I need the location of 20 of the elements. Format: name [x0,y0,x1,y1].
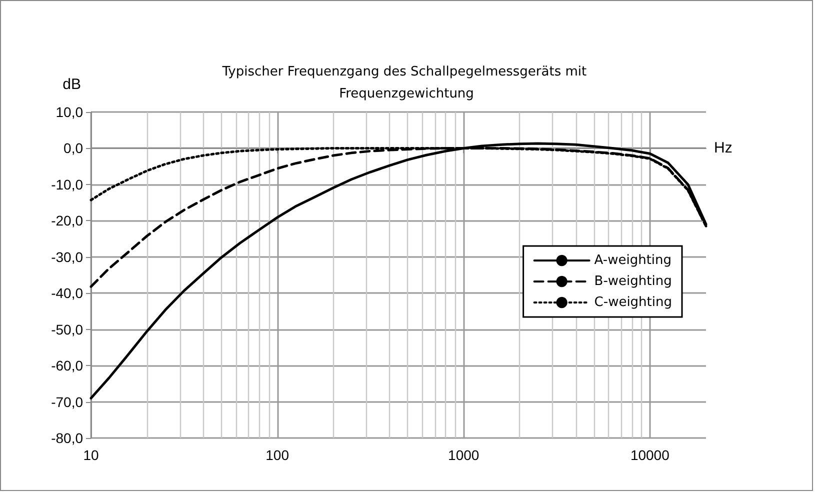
y-tick-label: -60,0 [51,358,84,374]
chart-title: Typischer Frequenzgang des Schallpegelmessgeräts mit Frequenzgewichtung [221,64,591,102]
legend-label: A-weighting [594,253,672,268]
legend-label: C-weighting [594,295,672,310]
y-tick-label: -10,0 [51,176,84,192]
x-axis-title: Hz [714,140,732,157]
y-axis-title: dB [62,76,81,93]
y-tick-label: -70,0 [51,394,84,410]
x-tick-label: 100 [266,447,290,463]
x-tick-label: 10 [83,447,99,463]
y-tick-label: 10,0 [56,104,84,120]
y-tick-label: -50,0 [51,321,84,338]
y-tick-label: -30,0 [51,248,84,265]
y-tick-label: -20,0 [51,212,84,229]
legend-label: B-weighting [594,274,672,289]
y-tick-label: -80,0 [51,430,84,446]
x-tick-label: 1000 [448,447,480,463]
y-tick-label: 0,0 [64,140,84,156]
x-tick-label: 10000 [630,447,670,463]
y-tick-label: -40,0 [51,285,84,302]
